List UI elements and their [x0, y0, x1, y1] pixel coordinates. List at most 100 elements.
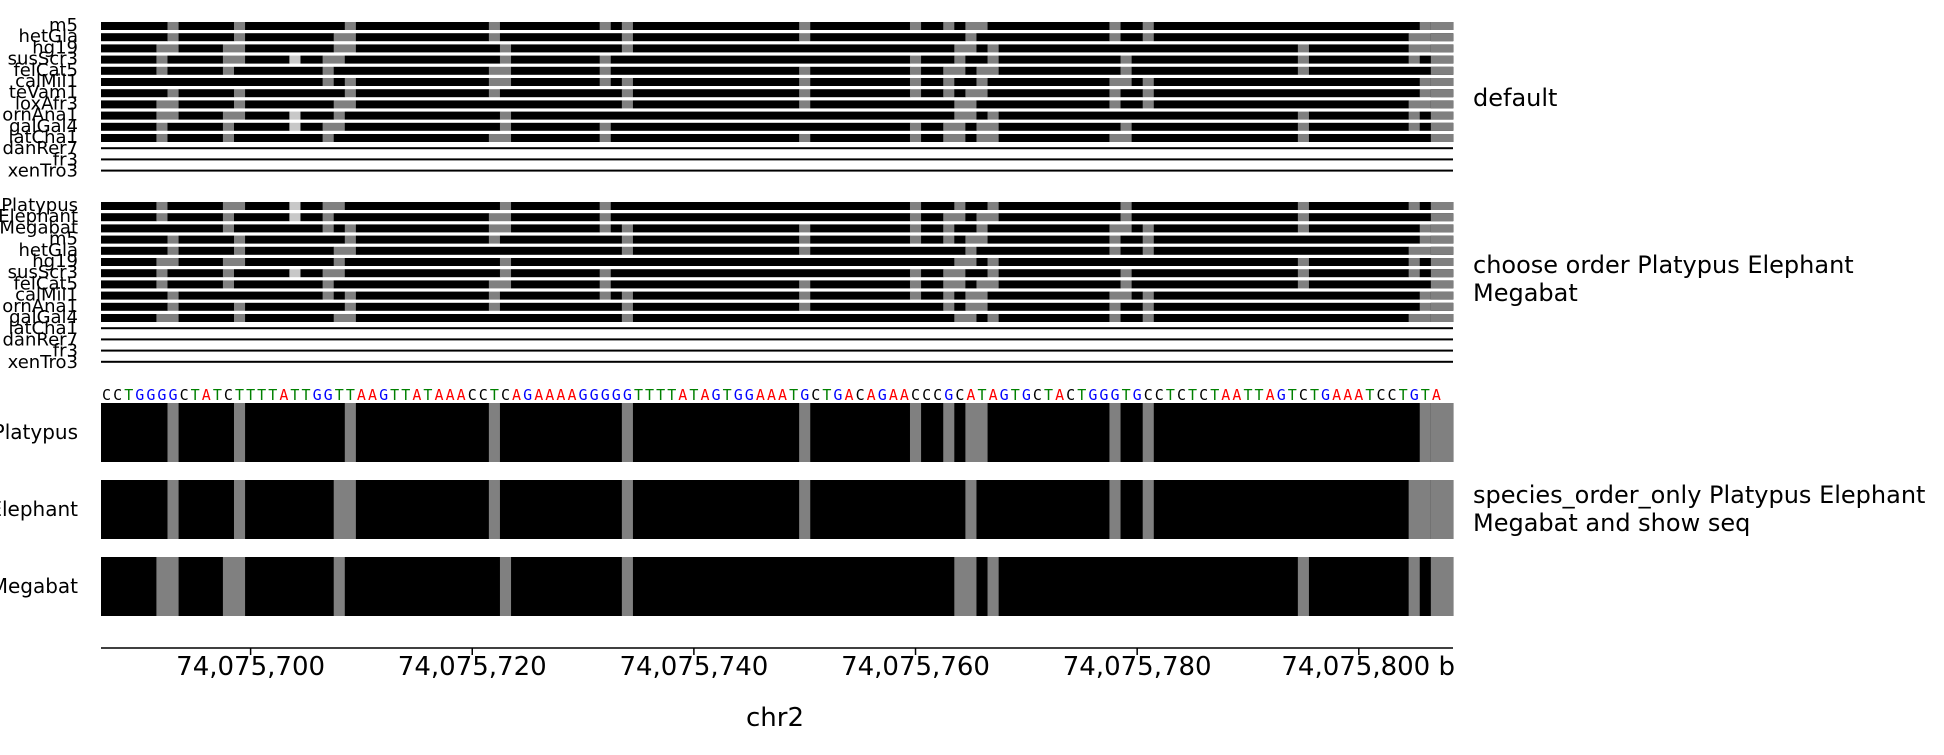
sequence-base: C [468, 386, 477, 404]
alignment-block [233, 224, 323, 233]
alignment-block [1408, 100, 1432, 109]
alignment-block [943, 269, 966, 278]
alignment-block [943, 235, 955, 244]
alignment-block [987, 202, 999, 210]
sequence-base: G [1099, 386, 1108, 404]
sequence-base: T [1166, 386, 1175, 404]
alignment-block [921, 66, 944, 75]
alignment-block [355, 480, 490, 539]
alignment-block [1109, 134, 1132, 142]
alignment-block [909, 280, 922, 289]
alignment-block [488, 224, 512, 233]
alignment-block [344, 89, 357, 98]
alignment-block [632, 403, 800, 462]
alignment-block [344, 111, 501, 120]
alignment-block [621, 22, 634, 30]
alignment-block [599, 55, 612, 64]
alignment-block [810, 480, 966, 539]
sequence-base: G [1277, 386, 1286, 404]
sequence-base: T [634, 386, 643, 404]
alignment-block [101, 100, 157, 109]
sequence-base: A [1332, 386, 1341, 404]
alignment-block [499, 557, 512, 616]
alignment-block [333, 291, 346, 300]
alignment-block [233, 89, 246, 98]
alignment-block [233, 100, 246, 109]
alignment-block [610, 78, 623, 86]
alignment-block [954, 258, 977, 266]
alignment-block [101, 224, 224, 233]
alignment-block [222, 202, 246, 210]
alignment-block-end [1430, 280, 1453, 289]
sequence-base: G [169, 386, 178, 404]
sequence-base: C [1177, 386, 1186, 404]
alignment-block [610, 22, 623, 30]
alignment-block [1120, 302, 1144, 311]
track-choose-order: PlatypusElephantMegabatm5hetGlahg19susSc… [0, 195, 1454, 373]
alignment-block [1142, 89, 1155, 98]
alignment-block [156, 557, 179, 616]
alignment-block [344, 269, 501, 278]
alignment-block [511, 111, 955, 120]
alignment-block [355, 78, 490, 86]
alignment-block [954, 44, 977, 53]
alignment-block [1419, 78, 1432, 86]
alignment-block [101, 66, 157, 75]
alignment-block [1153, 480, 1409, 539]
alignment-block [101, 246, 168, 255]
alignment-block [799, 235, 811, 244]
sequence-base: T [268, 386, 277, 404]
alignment-block [1153, 314, 1409, 322]
sequence-base: C [1155, 386, 1164, 404]
species-label: Megabat [0, 217, 78, 238]
alignment-row-empty [101, 327, 1453, 330]
alignment-block [1419, 302, 1432, 311]
alignment-block [1308, 134, 1454, 142]
alignment-block [610, 134, 800, 142]
alignment-block [954, 302, 966, 311]
alignment-block [156, 280, 168, 289]
sequence-base: C [811, 386, 820, 404]
alignment-block [1308, 111, 1409, 120]
alignment-block [1131, 78, 1144, 86]
alignment-block [998, 269, 1121, 278]
sequence-base: A [545, 386, 554, 404]
species-label: loxAfr3 [15, 93, 78, 114]
alignment-block [499, 291, 600, 300]
alignment-block [355, 33, 490, 42]
alignment-block [344, 78, 357, 86]
alignment-block [954, 224, 977, 233]
alignment-block [101, 291, 168, 300]
alignment-block [488, 291, 501, 300]
alignment-block [621, 480, 634, 539]
alignment-block [101, 258, 157, 266]
alignment-block [499, 22, 600, 30]
alignment-block [987, 89, 1110, 98]
alignment-block [921, 22, 944, 30]
alignment-block [599, 22, 612, 30]
alignment-block [599, 134, 612, 142]
species-label: susScr3 [8, 49, 78, 70]
alignment-row [101, 269, 1454, 278]
alignment-block [965, 480, 977, 539]
axis-tick-label: 74,075,700 [176, 652, 325, 682]
sequence-base: C [933, 386, 942, 404]
alignment-block [1153, 89, 1421, 98]
alignment-block [976, 134, 999, 142]
alignment-block [488, 78, 512, 86]
alignment-block [810, 235, 911, 244]
alignment-block [987, 291, 1110, 300]
sequence-base: T [1421, 386, 1430, 404]
alignment-block [599, 224, 612, 233]
alignment-block [245, 258, 335, 266]
alignment-block [488, 33, 501, 42]
alignment-block [222, 111, 246, 120]
alignment-block [156, 100, 179, 109]
alignment-block [1297, 224, 1310, 233]
alignment-block [322, 66, 335, 75]
alignment-block [1419, 22, 1432, 30]
alignment-block [976, 78, 988, 86]
alignment-block [799, 480, 811, 539]
alignment-block-end [1430, 134, 1453, 142]
alignment-block [333, 314, 357, 322]
